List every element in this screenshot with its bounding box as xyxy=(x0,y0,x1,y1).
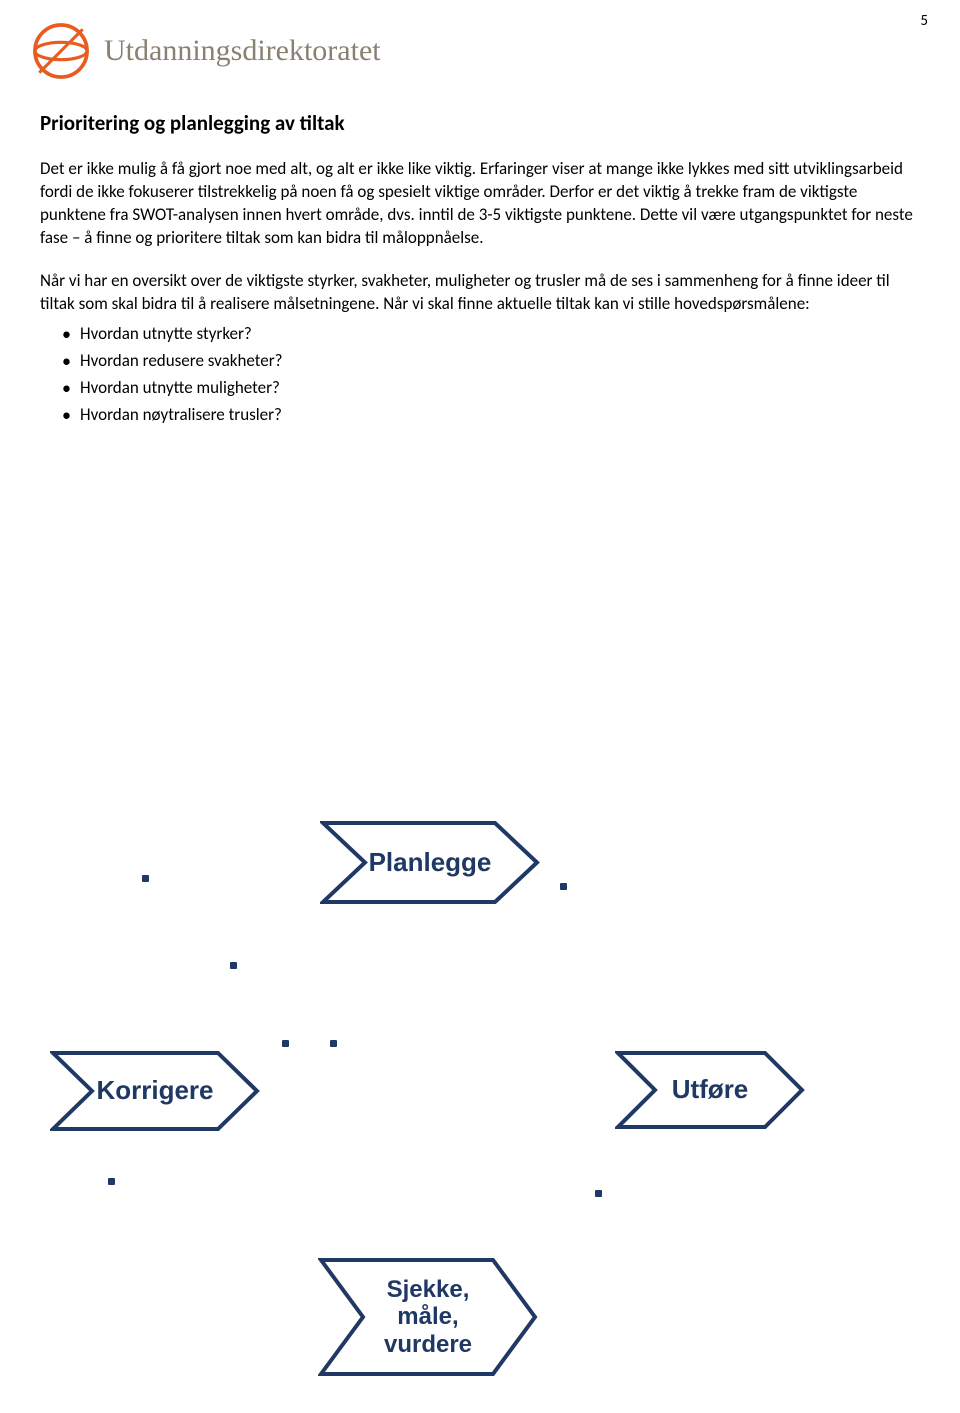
pdca-cycle-diagram: Planlegge Utføre Sjekke, måle, vurdere K… xyxy=(30,790,930,1390)
diagram-dot xyxy=(230,962,237,969)
paragraph-1: Det er ikke mulig å få gjort noe med alt… xyxy=(40,158,920,250)
organization-logo-icon xyxy=(30,20,92,82)
diagram-dot xyxy=(282,1040,289,1047)
diagram-node-label: Utføre xyxy=(672,1075,749,1105)
bullet-item: Hvordan nøytralisere trusler? xyxy=(80,401,920,428)
diagram-dot xyxy=(560,883,567,890)
page-header: Utdanningsdirektoratet xyxy=(0,0,960,92)
organization-name: Utdanningsdirektoratet xyxy=(104,34,381,68)
diagram-dot xyxy=(330,1040,337,1047)
diagram-dot xyxy=(142,875,149,882)
diagram-node-label: Planlegge xyxy=(369,848,492,878)
diagram-dot xyxy=(108,1178,115,1185)
section-title: Prioritering og planlegging av tiltak xyxy=(40,110,920,136)
bullet-list: Hvordan utnytte styrker? Hvordan reduser… xyxy=(40,320,920,429)
diagram-node-planlegge: Planlegge xyxy=(320,820,540,905)
document-body: Prioritering og planlegging av tiltak De… xyxy=(0,92,960,428)
diagram-dot xyxy=(595,1190,602,1197)
bullet-item: Hvordan utnytte muligheter? xyxy=(80,374,920,401)
diagram-node-label: Korrigere xyxy=(96,1076,213,1106)
diagram-node-utfore: Utføre xyxy=(615,1050,805,1130)
bullet-item: Hvordan redusere svakheter? xyxy=(80,347,920,374)
diagram-node-korrigere: Korrigere xyxy=(50,1050,260,1132)
diagram-node-label: Sjekke, måle, vurdere xyxy=(384,1276,472,1359)
bullet-item: Hvordan utnytte styrker? xyxy=(80,320,920,347)
diagram-node-sjekke: Sjekke, måle, vurdere xyxy=(318,1257,538,1377)
paragraph-2: Når vi har en oversikt over de viktigste… xyxy=(40,270,920,316)
page-number: 5 xyxy=(920,12,928,30)
